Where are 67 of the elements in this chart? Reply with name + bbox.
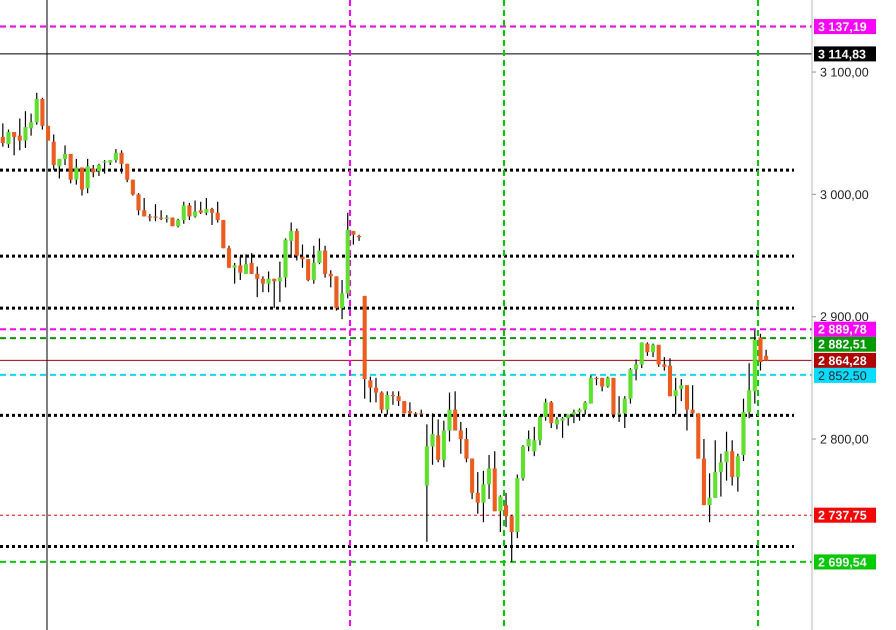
candlestick [526, 430, 531, 452]
y-tick-label: 2 900,00 [820, 310, 869, 324]
candlestick [159, 210, 164, 221]
candlestick [458, 421, 463, 454]
candlestick [136, 192, 141, 216]
candlestick [351, 230, 356, 246]
candlestick [114, 148, 118, 164]
candlestick [210, 207, 214, 226]
candlestick [724, 431, 729, 482]
candlestick [476, 471, 480, 514]
ref-line-label: 3 137,19 [818, 20, 867, 34]
candlestick [193, 200, 198, 218]
candlestick [380, 390, 384, 414]
candlestick [640, 342, 644, 369]
candlestick [651, 343, 656, 358]
candlestick [204, 197, 208, 216]
candlestick [736, 453, 740, 492]
ref-line-label: 2 882,51 [818, 338, 867, 352]
ref-line-label: 2 889,78 [818, 322, 867, 337]
ref-line-label: 2 737,75 [818, 508, 867, 523]
candlestick [187, 202, 192, 221]
y-tick-label: 3 100,00 [820, 65, 869, 80]
candlestick [374, 377, 378, 403]
ref-line-label: 3 114,83 [818, 47, 866, 62]
y-tick-label: 2 800,00 [820, 432, 869, 446]
candlestick [130, 179, 135, 196]
candlestick [323, 245, 328, 278]
candlestick [487, 454, 492, 500]
candlestick [656, 344, 661, 368]
ref-line-label: 2 864,28 [818, 354, 867, 368]
candlestick [498, 494, 502, 533]
candlestick [164, 214, 169, 224]
candlestick [708, 472, 712, 523]
candlestick [464, 427, 468, 463]
candlestick [532, 426, 536, 457]
candlestick [634, 358, 638, 381]
candlestick [34, 92, 39, 126]
candlestick [12, 131, 16, 156]
candlestick [125, 163, 130, 183]
candlestick [504, 492, 508, 528]
candlestick [328, 270, 333, 288]
candlestick [266, 270, 271, 293]
candlestick [182, 201, 186, 224]
candlestick [46, 125, 50, 142]
ref-line-label: 2 699,54 [818, 555, 867, 570]
candlestick [255, 266, 260, 298]
candlestick [278, 261, 282, 303]
candlestick [18, 118, 22, 151]
candlestick [317, 238, 322, 265]
candlestick [232, 262, 237, 284]
candlestick [718, 453, 723, 498]
y-tick-label: 3 000,00 [820, 188, 869, 202]
ref-line-label: 2 852,50 [818, 368, 867, 383]
candlestick [606, 376, 610, 388]
candlestick [142, 197, 146, 217]
candlestick [226, 245, 232, 268]
candlestick [6, 128, 11, 148]
candlestick [260, 276, 265, 293]
candlestick [396, 390, 401, 407]
candlestick [645, 342, 650, 356]
candlestick [481, 470, 486, 523]
candlestick [62, 144, 68, 166]
candlestick [368, 376, 372, 403]
candlestick [0, 122, 5, 148]
candlestick [198, 201, 203, 215]
candlestick [679, 378, 684, 402]
candlestick [216, 201, 220, 224]
